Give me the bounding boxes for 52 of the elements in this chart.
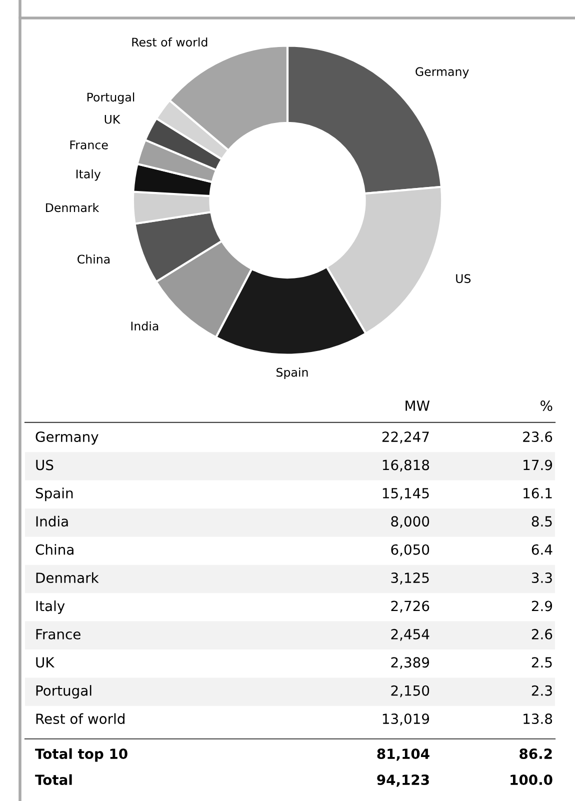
data-label: 2.5 (532, 657, 552, 668)
slice-label: France (70, 140, 108, 150)
data-label: 2,726 (391, 600, 430, 613)
category-label: Germany (36, 432, 98, 445)
data-label: 13.8 (524, 714, 552, 724)
data-label: 3,125 (391, 572, 429, 584)
data-label: 16.1 (524, 488, 552, 498)
category-label: China (36, 544, 74, 555)
data-label: 8.5 (532, 516, 552, 527)
data-label: 3.3 (532, 572, 552, 584)
data-label: 2.9 (532, 600, 552, 612)
category-label: Rest of world (36, 713, 124, 724)
data-label: 22,247 (382, 432, 429, 444)
text: % (540, 400, 552, 412)
slice-label: UK (104, 115, 120, 124)
category-label: US (36, 460, 54, 470)
text: MW (406, 400, 430, 411)
slice-label: US (456, 274, 471, 284)
slice-label: Denmark (46, 202, 100, 212)
category-label: Total top 10 (35, 748, 128, 762)
data-label: 2.3 (532, 685, 552, 696)
slice-label: Spain (276, 368, 308, 380)
data-label: 2,150 (391, 685, 430, 698)
data-label: 17.9 (524, 460, 552, 470)
category-label: India (36, 516, 68, 527)
category-label: Total (35, 774, 72, 786)
data-label: 86.2 (520, 748, 552, 760)
category-label: UK (36, 657, 55, 668)
category-label: France (36, 629, 80, 640)
data-label: 2,389 (391, 657, 430, 670)
data-label: 100.0 (510, 774, 552, 786)
data-label: 15,145 (382, 488, 429, 500)
slice-label: Portugal (87, 92, 134, 104)
data-label: 2.6 (532, 628, 552, 640)
slice-label: Germany (416, 67, 469, 78)
category-label: Portugal (36, 685, 92, 699)
data-label: 8,000 (391, 516, 430, 528)
slice-label: China (78, 254, 110, 264)
slice-label: India (131, 321, 158, 331)
data-label: 13,019 (382, 714, 430, 726)
data-label: 23.6 (523, 432, 552, 442)
data-label: 2,454 (391, 628, 430, 641)
slice-label: Rest of world (132, 37, 208, 47)
data-label: 6.4 (532, 544, 552, 555)
data-label: 94,123 (377, 774, 429, 787)
category-label: Italy (36, 600, 65, 614)
data-label: 81,104 (377, 748, 430, 761)
category-label: Denmark (36, 572, 99, 584)
slice-label: Italy (76, 169, 101, 181)
data-label: 6,050 (391, 544, 430, 556)
data-label: 16,818 (382, 460, 430, 472)
category-label: Spain (36, 488, 73, 502)
